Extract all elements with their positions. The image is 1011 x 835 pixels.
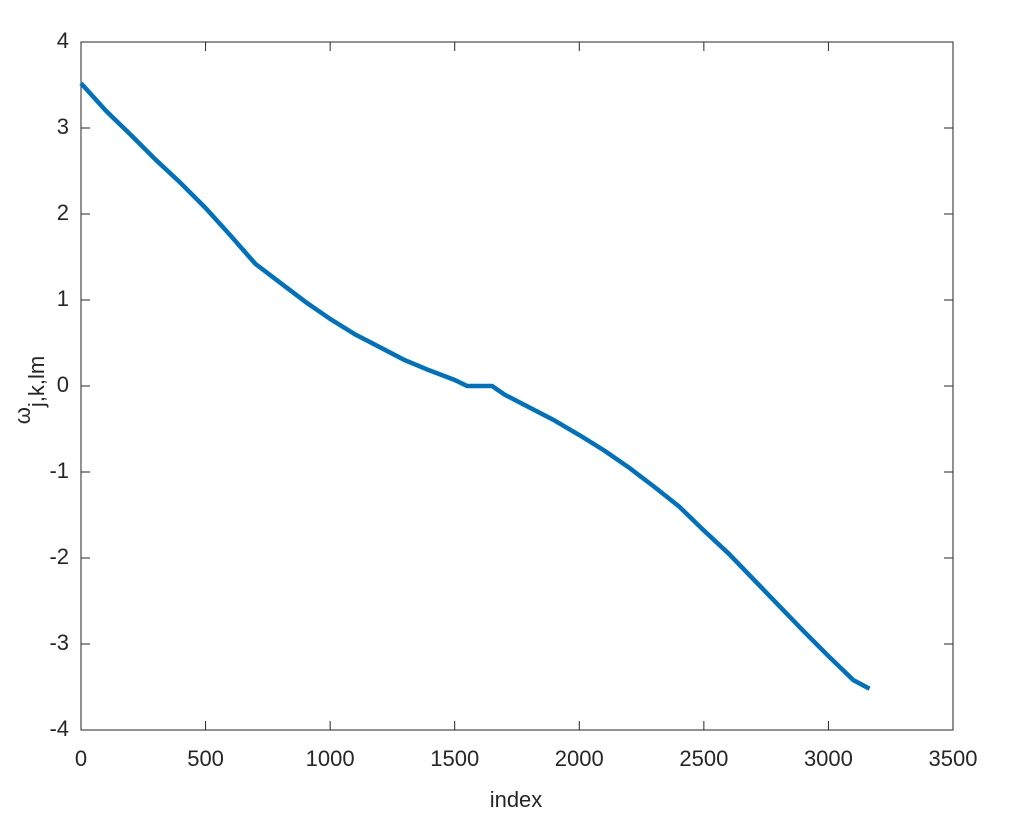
x-tick-label: 2000	[555, 746, 604, 771]
y-tick-label: -1	[49, 458, 69, 483]
x-axis-label: index	[490, 787, 543, 812]
x-tick-label: 500	[187, 746, 224, 771]
plot-frame	[80, 41, 954, 731]
x-tick-label: 2500	[679, 746, 728, 771]
y-axis-symbol: ω	[10, 407, 35, 424]
x-tick-label: 3000	[804, 746, 853, 771]
y-tick-label: -4	[49, 716, 69, 741]
y-tick-label: -2	[49, 544, 69, 569]
y-axis-subscript: j,k,lm	[24, 356, 49, 408]
x-tick-label: 1000	[306, 746, 355, 771]
y-tick-label: 1	[57, 286, 69, 311]
x-tick-label: 0	[75, 746, 87, 771]
y-tick-label: 4	[57, 28, 69, 53]
y-tick-label: 3	[57, 114, 69, 139]
y-axis-label: ωj,k,lm	[10, 356, 49, 425]
y-tick-label: 0	[57, 372, 69, 397]
x-tick-label: 3500	[929, 746, 978, 771]
y-tick-label: 2	[57, 200, 69, 225]
y-tick-label: -3	[49, 630, 69, 655]
x-tick-label: 1500	[430, 746, 479, 771]
data-line	[79, 81, 871, 691]
